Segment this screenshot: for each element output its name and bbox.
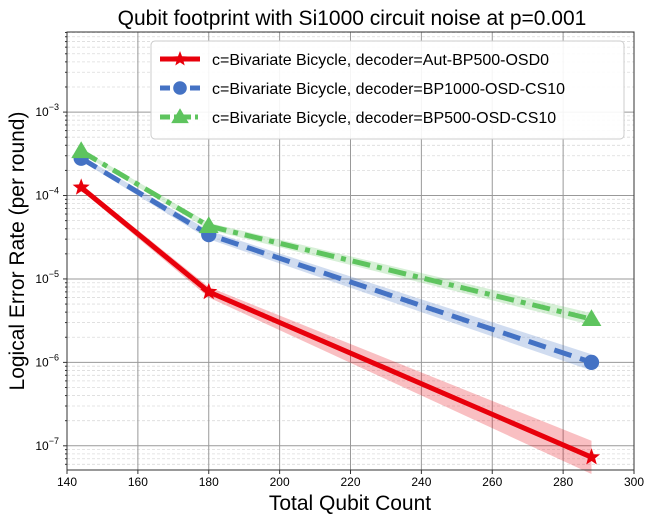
legend-label: c=Bivariate Bicycle, decoder=BP1000-OSD-… [212,81,565,98]
star-marker [582,448,600,465]
x-tick-label: 240 [411,475,431,489]
x-tick-label: 200 [270,475,290,489]
y-axis-ticks: 10−3 10−4 10−5 10−6 10−7 [35,31,67,465]
x-tick-label: 180 [199,475,219,489]
y-tick-label: 10−7 [35,436,59,453]
y-tick-label: 10−6 [35,352,59,369]
y-axis-label: Logical Error Rate (per round) [6,112,29,391]
x-axis-label: Total Qubit Count [269,492,431,515]
y-tick-label: 10−5 [35,269,59,286]
star-marker [172,51,188,66]
triangle-marker [198,216,219,234]
triangle-marker [581,309,602,327]
confidence-band [81,184,592,474]
x-tick-label: 300 [624,475,644,489]
circle-marker [583,354,600,371]
x-tick-label: 160 [128,475,148,489]
y-tick-label: 10−4 [35,186,59,203]
star-marker [200,282,218,300]
circle-marker [173,81,187,95]
legend-label: c=Bivariate Bicycle, decoder=Aut-BP500-O… [212,52,549,69]
confidence-band [81,155,592,371]
triangle-marker [171,108,189,124]
star-marker [72,178,90,195]
series-markers [71,141,602,465]
triangle-marker [71,141,92,159]
legend-box [150,40,625,140]
x-tick-label: 280 [553,475,573,489]
x-tick-label: 260 [482,475,502,489]
x-axis-ticks: 140 160 180 200 220 240 260 280 300 [57,470,644,489]
x-tick-label: 220 [340,475,360,489]
y-tick-label: 10−3 [35,102,59,119]
confidence-band [81,149,592,326]
legend-label: c=Bivariate Bicycle, decoder=BP500-OSD-C… [212,110,556,127]
x-tick-label: 140 [57,475,77,489]
chart-title: Qubit footprint with Si1000 circuit nois… [118,7,587,30]
legend: c=Bivariate Bicycle, decoder=Aut-BP500-O… [150,40,625,140]
series-line [79,149,593,322]
